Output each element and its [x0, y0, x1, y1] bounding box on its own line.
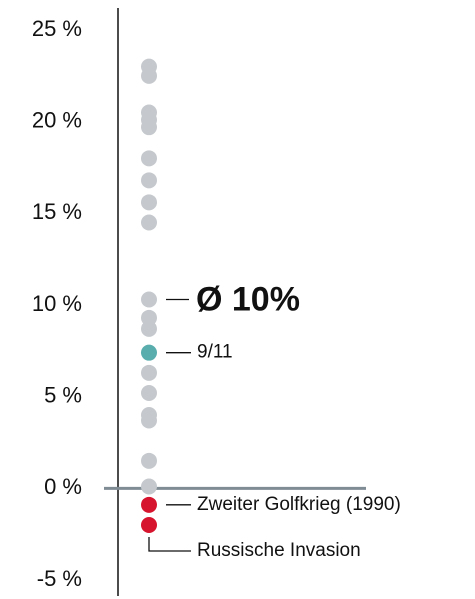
- annotation: Ø 10%: [196, 280, 300, 318]
- dot: [141, 320, 157, 337]
- dot: [141, 344, 157, 361]
- dot: [141, 67, 157, 84]
- y-tick-label: 20 %: [32, 107, 82, 132]
- dot: [141, 496, 157, 513]
- y-tick-label: -5 %: [37, 566, 82, 591]
- connector: [148, 537, 191, 552]
- y-tick-label: 0 %: [44, 474, 82, 499]
- y-tick-label: 5 %: [44, 382, 82, 407]
- annotation: Zweiter Golfkrieg (1990): [197, 494, 401, 515]
- dot: [141, 452, 157, 469]
- dot: [141, 412, 157, 429]
- annotation: 9/11: [197, 342, 233, 363]
- dot: [141, 194, 157, 211]
- dot: [141, 517, 157, 533]
- dot: [141, 172, 157, 189]
- dot: [141, 385, 157, 401]
- dot: [141, 309, 157, 326]
- dot: [141, 478, 157, 495]
- y-tick-label: 25 %: [32, 16, 82, 41]
- dot: [141, 214, 157, 231]
- dot: [141, 291, 157, 308]
- dot: [141, 150, 157, 167]
- y-tick-label: 15 %: [32, 199, 82, 224]
- y-tick-label: 10 %: [32, 291, 82, 316]
- dot: [141, 119, 157, 136]
- dot: [141, 364, 157, 381]
- annotation: Russische Invasion: [197, 540, 361, 561]
